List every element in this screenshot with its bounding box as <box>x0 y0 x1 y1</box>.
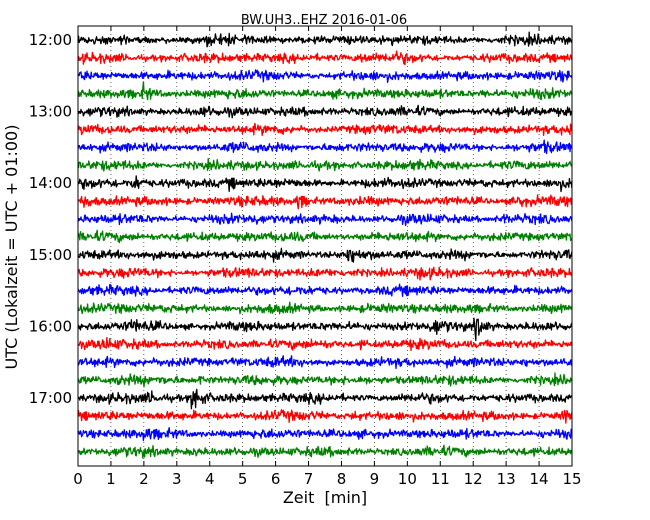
x-tick-label: 9 <box>370 470 380 488</box>
seismic-trace <box>77 50 573 66</box>
x-tick-label: 13 <box>497 470 516 488</box>
seismic-trace <box>77 104 573 119</box>
x-tick-label: 7 <box>304 470 314 488</box>
seismic-trace <box>77 301 573 315</box>
x-tick-label: 14 <box>530 470 549 488</box>
x-tick-label: 6 <box>271 470 281 488</box>
x-tick-label: 0 <box>73 470 83 488</box>
x-tick-label: 10 <box>398 470 417 488</box>
seismic-trace <box>77 337 573 352</box>
seismic-trace <box>77 157 573 172</box>
y-tick-label: 16:00 <box>29 317 72 335</box>
plot-frame <box>77 25 573 467</box>
seismic-trace <box>77 388 573 410</box>
y-axis-ticks: 12:00 13:00 14:00 15:00 16:00 17:00 <box>29 31 83 407</box>
seismic-trace <box>77 194 573 210</box>
seismic-trace <box>77 247 573 263</box>
seismic-trace <box>77 139 573 155</box>
x-tick-label: 3 <box>172 470 182 488</box>
seismic-traces <box>77 31 573 459</box>
seismic-trace <box>77 427 573 442</box>
seismic-trace <box>77 355 573 370</box>
x-tick-label: 5 <box>238 470 248 488</box>
seismic-trace <box>77 175 573 193</box>
chart-title: BW.UH3..EHZ 2016-01-06 <box>241 13 407 28</box>
y-tick-label: 13:00 <box>29 103 72 121</box>
seismic-trace <box>77 283 573 297</box>
seismic-trace <box>77 212 573 227</box>
seismic-trace <box>77 122 573 137</box>
grid-lines <box>110 26 540 466</box>
seismic-trace <box>77 69 573 84</box>
seismic-trace <box>77 31 573 48</box>
x-tick-label: 2 <box>139 470 149 488</box>
x-tick-label: 11 <box>431 470 450 488</box>
seismic-trace <box>77 372 573 388</box>
seismic-trace <box>77 444 573 459</box>
x-tick-label: 1 <box>106 470 116 488</box>
x-tick-label: 15 <box>562 470 581 488</box>
seismic-trace <box>77 266 573 281</box>
x-tick-label: 12 <box>464 470 483 488</box>
y-tick-label: 15:00 <box>29 246 72 264</box>
y-tick-label: 12:00 <box>29 31 72 49</box>
y-tick-label: 14:00 <box>29 174 72 192</box>
seismic-trace <box>77 229 573 244</box>
seismic-trace <box>77 317 573 342</box>
x-tick-label: 8 <box>337 470 347 488</box>
y-axis-label: UTC (Lokalzeit = UTC + 01:00) <box>2 125 21 370</box>
x-axis-label: Zeit [min] <box>283 488 367 507</box>
x-axis-ticks: 0 1 2 3 4 5 6 7 8 9 10 11 12 13 14 15 <box>73 26 582 488</box>
y-tick-label: 17:00 <box>29 389 72 407</box>
x-tick-label: 4 <box>205 470 215 488</box>
seismic-trace <box>77 409 573 424</box>
seismic-trace <box>77 81 573 101</box>
